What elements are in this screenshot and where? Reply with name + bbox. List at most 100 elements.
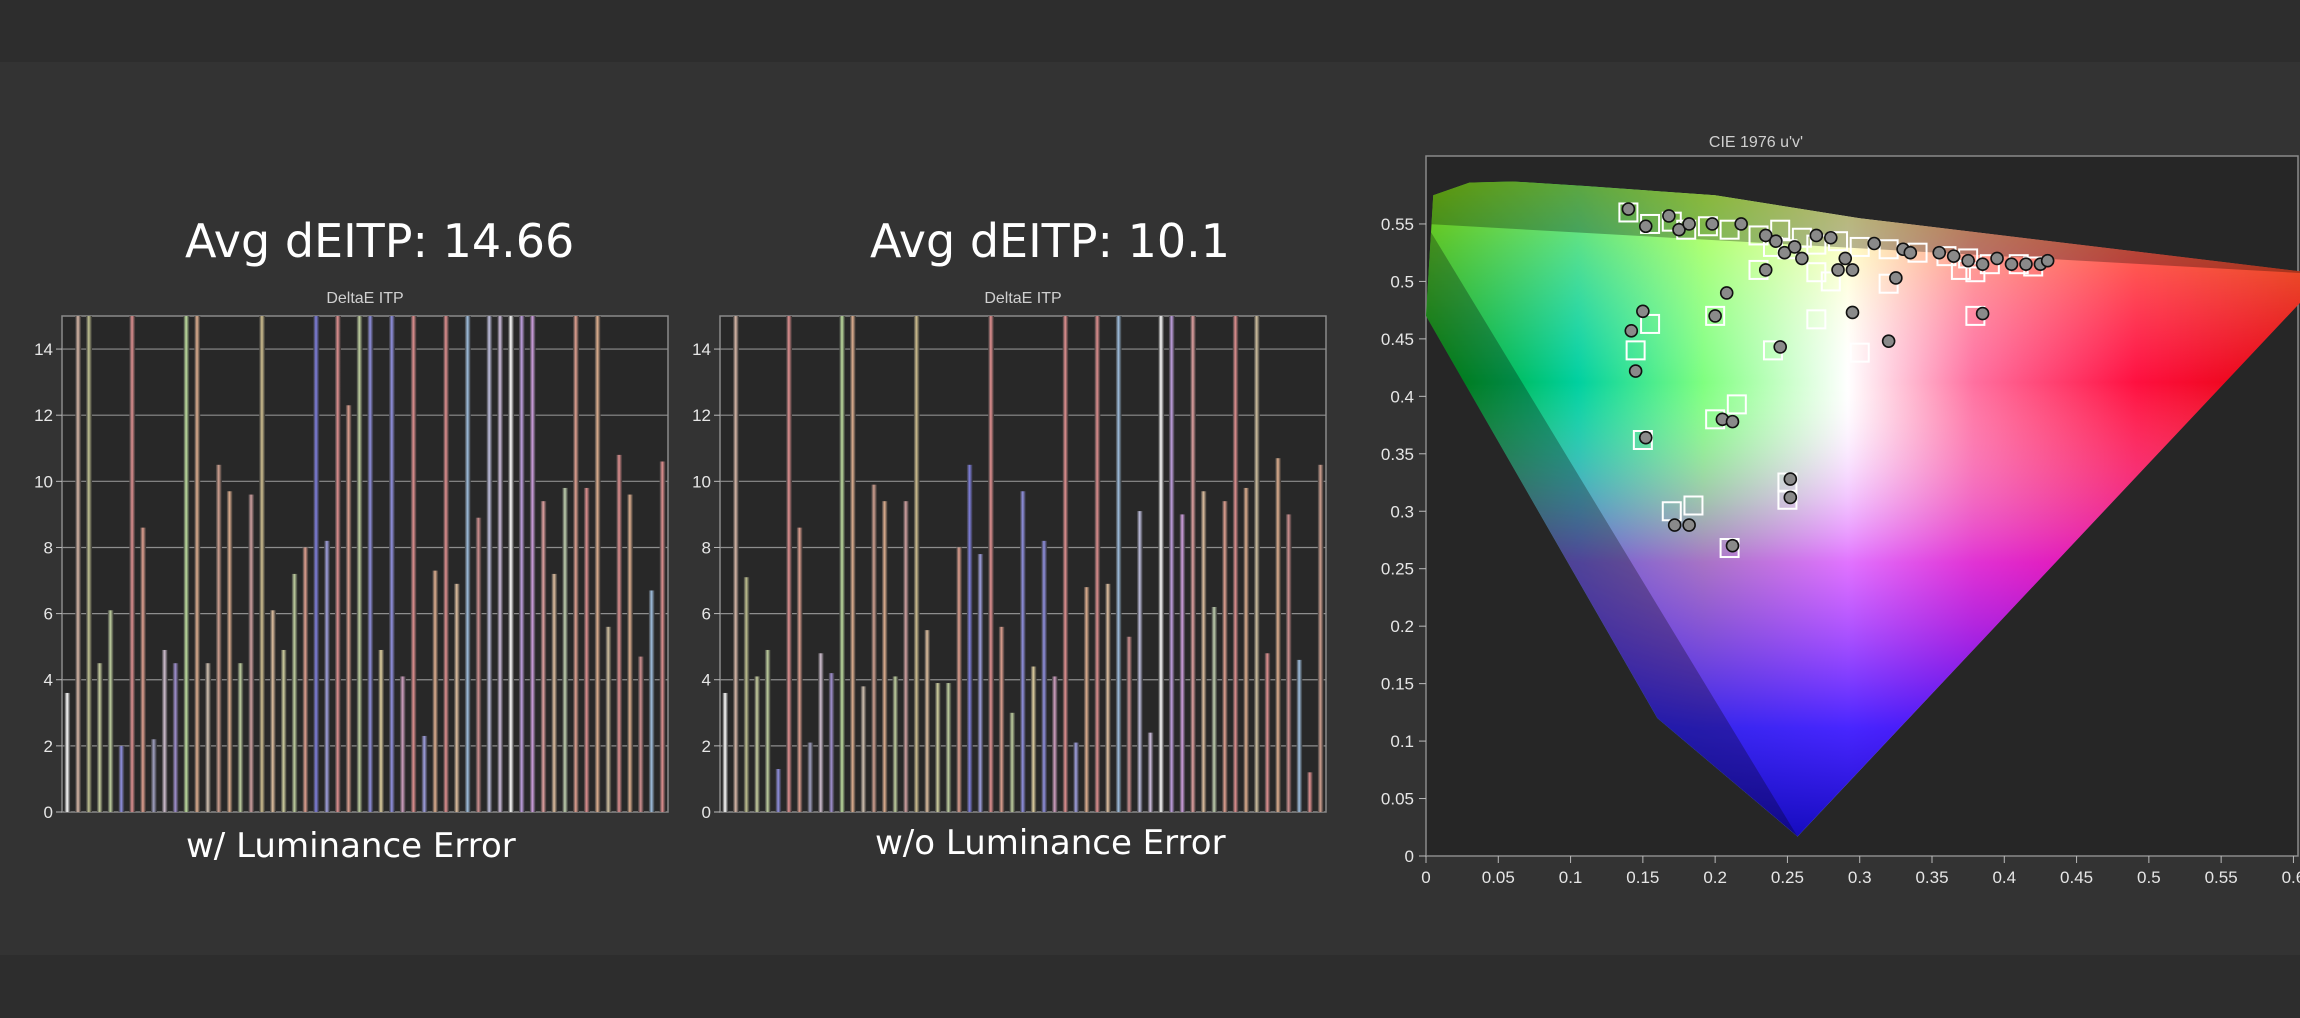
bar-fill [118,745,125,812]
bar-fill [1115,316,1122,812]
measured-point [1823,230,1838,245]
bar-fill [562,487,569,812]
bar-fill [443,316,450,812]
bar-fill [313,316,320,812]
bar [259,316,266,812]
bar [1051,676,1058,812]
panel2-headline: Avg dEITP: 10.1 [870,214,1231,268]
measured-point [1624,324,1639,338]
bar-fill [839,316,846,812]
x-tick-label: 0.1 [1559,868,1583,887]
bar [86,316,93,812]
bar-fill [475,517,482,812]
bar [248,494,255,812]
x-tick-label: 0.35 [1915,868,1948,887]
bar-fill [64,692,71,812]
measured-point [1708,309,1722,323]
bar [1062,316,1069,812]
bar-fill [1200,491,1207,812]
measured-point [1889,271,1903,285]
target-square [1849,342,1870,363]
bar-fill [529,316,536,812]
measured-point [1783,490,1798,505]
bar-fill [966,464,973,812]
bar-fill [573,316,579,812]
measured-point [1809,228,1824,243]
y-tick-label: 0.15 [1381,675,1414,694]
x-tick-label: 0.4 [1992,868,2016,887]
measured-point [1682,217,1696,231]
bar [796,527,803,812]
bar-fill [1190,316,1197,812]
bar [881,501,888,812]
measured-point [1795,251,1809,266]
bar-fill [334,316,341,812]
bar-fill [75,316,82,812]
measured-point [1621,202,1636,216]
bar-fill [754,676,761,812]
measured-point [1932,245,1947,260]
bar [443,316,450,812]
bar [508,316,515,812]
bar-fill [977,554,984,812]
bar [454,583,460,812]
measured-point [1667,518,1682,532]
bar-fill [1041,540,1048,812]
bar [1147,732,1154,812]
bar-fill [1317,464,1324,812]
y-tick-label: 8 [702,538,711,557]
bar [464,316,471,812]
y-tick-label: 0.2 [1390,617,1414,636]
measured-point [1903,245,1918,260]
x-tick-label: 0.05 [1482,868,1515,887]
bar-fill [1051,676,1058,812]
out-of-gamut-shade [1426,181,2300,837]
bottom-band [0,955,2300,1018]
bar-fill [722,692,729,812]
bar [1211,606,1218,812]
bar [1243,487,1250,812]
bar [356,316,363,812]
bar-fill [1275,458,1282,812]
y-tick-label: 10 [692,472,711,491]
target-square [1965,262,1986,283]
bar [486,316,493,812]
bar [616,454,623,812]
bar [828,673,835,812]
measured-point [1719,286,1734,300]
bar [786,316,793,812]
bar [324,540,331,812]
bar [1307,772,1313,812]
bar [151,739,157,812]
y-tick-label: 0 [44,803,53,822]
bar-fill [86,316,93,812]
y-tick-label: 2 [44,737,53,756]
y-tick-label: 6 [44,605,53,624]
bar-fill [764,649,771,812]
bar [1285,514,1292,812]
bar-fill [892,676,899,812]
bar [637,656,644,812]
bar [280,649,287,812]
bar [205,663,212,812]
bar [945,683,952,812]
bar-fill [551,573,558,812]
bar-fill [1179,514,1186,812]
y-tick-label: 0.05 [1381,790,1414,809]
measured-point [1975,306,1990,321]
bar [389,316,396,812]
bar [540,501,547,812]
y-tick-label: 0.55 [1381,215,1414,234]
y-tick-label: 2 [702,737,711,756]
bar-fill [270,610,276,812]
y-tick-label: 10 [34,472,53,491]
bar [924,630,931,812]
bar [892,676,899,812]
bar-fill [518,316,525,812]
deltae-chart-without-luminance: DeltaE ITP 0 2 4 6 8 10 12 14 [692,290,1327,822]
bar [998,626,1005,812]
y-tick-label: 14 [34,340,53,359]
bar [583,487,590,812]
bar-fill [903,501,909,812]
bar-fill [226,491,233,812]
